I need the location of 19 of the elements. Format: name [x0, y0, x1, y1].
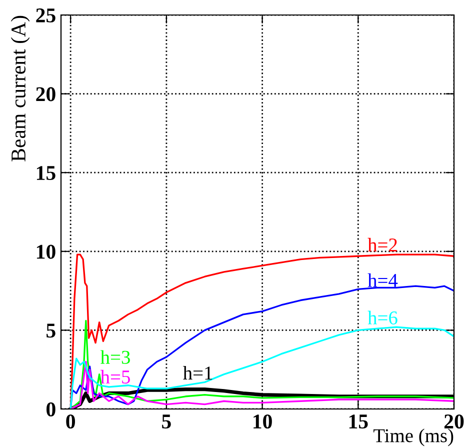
series-label: h=5 — [100, 370, 130, 384]
x-tick-label: 10 — [254, 414, 272, 429]
y-tick-label: 0 — [46, 402, 56, 416]
series-label: h=2 — [368, 238, 397, 252]
y-tick-label: 25 — [36, 8, 56, 22]
y-tick-label: 15 — [36, 166, 56, 180]
x-tick-label: 0 — [66, 414, 75, 429]
y-tick-label: 20 — [36, 87, 56, 102]
x-tick-label: 15 — [349, 414, 368, 429]
series-label: h=1 — [183, 366, 212, 380]
x-tick-label: 5 — [162, 414, 171, 429]
series-label: h=3 — [100, 350, 130, 364]
series-label: h=6 — [368, 310, 398, 324]
y-tick-label: 5 — [46, 324, 56, 338]
y-tick-label: 10 — [36, 244, 56, 259]
x-tick-label: 20 — [444, 414, 464, 429]
x-axis-title: Time (ms) — [373, 428, 454, 446]
y-axis-title: Beam current (A) — [10, 16, 30, 162]
series-label: h=4 — [368, 273, 398, 287]
